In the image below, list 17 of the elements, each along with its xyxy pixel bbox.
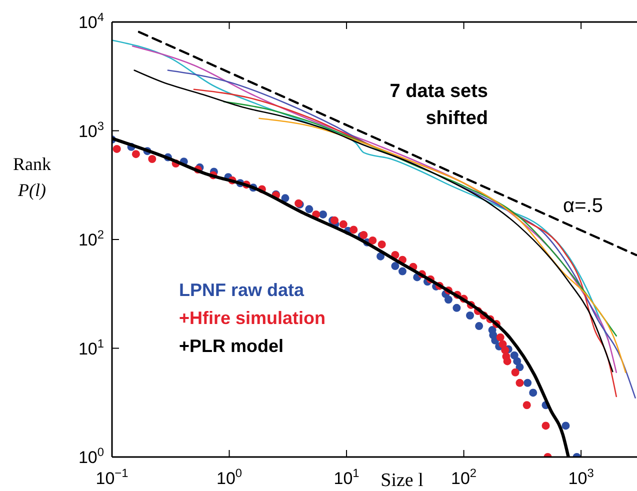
text: LPNF raw data (179, 280, 306, 300)
x-tick-label: 10$^{3}$ (568, 466, 594, 488)
x-tick-label: 10$^{2}$ (451, 466, 477, 488)
y-axis-title: Rank P(l) (13, 154, 51, 200)
x-tick-label: 10$^{−1}$ (96, 466, 129, 488)
x-tick-label: 10$^{0}$ (216, 466, 242, 488)
y-tick-label: 10$^{0}$ (78, 445, 104, 467)
y-tick-label: 10$^{4}$ (78, 10, 104, 32)
annotation: 7 data sets shifted (390, 81, 488, 129)
x-axis-title: Size l (380, 470, 424, 491)
text: +Hfire simulation (179, 308, 326, 328)
y-tick-label: 10$^{3}$ (78, 118, 104, 141)
text: +PLR model (179, 336, 284, 356)
y-tick-label: 10$^{2}$ (78, 228, 104, 250)
x-tick-label: 10$^{1}$ (334, 466, 360, 488)
y-tick-label: 10$^{1}$ (78, 336, 104, 358)
annotation: α=.5 (563, 195, 603, 217)
